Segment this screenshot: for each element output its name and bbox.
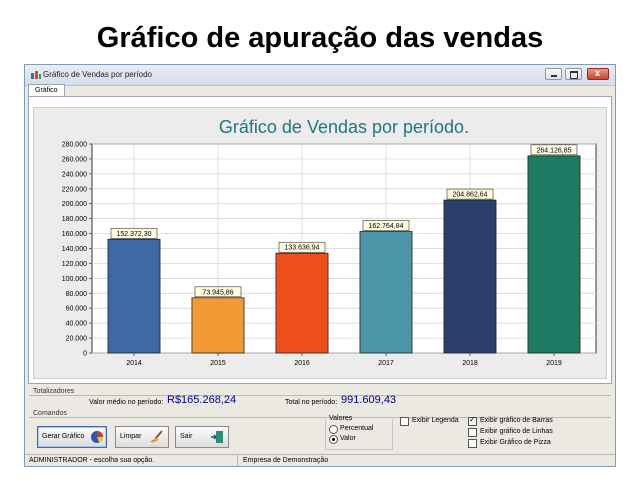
totals-group — [29, 395, 611, 412]
y-tick-label: 40.000 — [66, 321, 88, 328]
y-tick-label: 200.000 — [62, 201, 87, 208]
y-tick-label: 140.000 — [62, 246, 87, 253]
y-tick-label: 60.000 — [66, 306, 88, 313]
data-label-box — [278, 241, 326, 253]
minimize-icon — [551, 75, 557, 77]
data-label: 162.764,84 — [368, 223, 403, 230]
x-tick-label: 2019 — [546, 360, 562, 367]
exibir-pizza-label: Exibir Gráfico de Pizza — [480, 439, 551, 446]
bar — [107, 238, 161, 354]
y-tick-label: 280.000 — [62, 142, 87, 149]
x-tick-label: 2018 — [462, 360, 478, 367]
average-value: R$165.268,24 — [167, 394, 237, 406]
data-label-box — [446, 188, 494, 200]
total-label: Total no período: — [285, 399, 338, 406]
commands-group — [29, 417, 611, 452]
window-titlebar[interactable]: Gráfico de Vendas por período x — [25, 65, 615, 86]
values-group-label: Valores — [329, 415, 353, 422]
chart-title: Gráfico de Vendas por período. — [219, 117, 469, 137]
radio-percentual[interactable] — [329, 425, 338, 434]
bar — [443, 199, 497, 354]
x-tick-label: 2017 — [378, 360, 394, 367]
sales-chart-window: Gráfico de Vendas por período x Gráfico … — [24, 64, 616, 467]
exibir-linhas-label: Exibir gráfico de Linhas — [480, 428, 553, 435]
radio-valor-label: Valor — [340, 435, 356, 442]
app-icon — [31, 71, 41, 79]
total-value: 991.609,43 — [341, 394, 397, 406]
status-divider — [237, 455, 238, 467]
y-tick-label: 80.000 — [66, 291, 88, 298]
close-icon: x — [595, 68, 601, 78]
bar — [191, 297, 245, 354]
y-tick-label: 120.000 — [62, 261, 87, 268]
commands-group-label: Comandos — [33, 410, 67, 417]
clear-label: Limpar — [120, 433, 142, 440]
status-bar: ADMINISTRADOR - escolha sua opção. Empre… — [25, 454, 615, 467]
chart-area: Gráfico de Vendas por período. 0 20.000 40.… — [33, 107, 607, 379]
exibir-barras-label: Exibir gráfico de Barras — [480, 417, 553, 424]
bar — [359, 231, 413, 354]
y-tick-label: 160.000 — [62, 231, 87, 238]
slide-title: Gráfico de apuração das vendas — [96, 22, 544, 54]
exibir-legenda-label: Exibir Legenda — [412, 417, 459, 424]
status-user-message: ADMINISTRADOR - escolha sua opção. — [29, 457, 155, 464]
status-company: Empresa de Demonstração — [243, 457, 329, 464]
average-label: Valor médio no período: — [89, 399, 164, 406]
maximize-icon — [570, 71, 578, 79]
radio-valor[interactable] — [329, 435, 338, 444]
totals-group-label: Totalizadores — [33, 388, 75, 395]
data-label: 204.862,64 — [452, 192, 487, 199]
values-group — [325, 419, 393, 450]
exit-label: Sair — [180, 433, 193, 440]
y-tick-label: 20.000 — [66, 336, 88, 343]
y-tick-label: 260.000 — [62, 156, 87, 163]
generate-chart-button[interactable]: Gerar Gráfico — [37, 426, 107, 448]
y-tick-label: 220.000 — [62, 186, 87, 193]
data-label-box — [110, 227, 158, 239]
x-tick-label: 2014 — [126, 360, 142, 367]
broom-icon — [150, 430, 163, 443]
data-label: 73.945,86 — [202, 289, 233, 296]
exit-door-icon — [211, 431, 223, 443]
y-tick-label: 0 — [83, 351, 87, 358]
checkbox-exibir-pizza[interactable] — [468, 439, 477, 448]
checkbox-exibir-barras[interactable] — [468, 415, 477, 426]
chart-pie-icon — [91, 431, 104, 443]
maximize-button[interactable] — [565, 68, 582, 80]
y-tick-label: 180.000 — [62, 216, 87, 223]
data-label-box — [194, 286, 242, 298]
close-button[interactable]: x — [587, 68, 609, 80]
bar — [527, 155, 581, 354]
exit-button[interactable]: Sair — [175, 426, 229, 448]
tab-panel-grafico: Gráfico de Vendas por período. 0 20.000 40.… — [28, 96, 612, 384]
data-label: 133.636,94 — [284, 245, 319, 252]
window-title: Gráfico de Vendas por período — [43, 70, 152, 79]
x-tick-label: 2016 — [294, 360, 310, 367]
checkbox-exibir-linhas[interactable] — [468, 428, 477, 437]
checkbox-exibir-legenda[interactable] — [400, 417, 409, 426]
minimize-button[interactable] — [545, 68, 562, 80]
sales-bar-chart: Gráfico de Vendas por período. 0 20.000 40.… — [62, 117, 597, 367]
y-tick-label: 240.000 — [62, 171, 87, 178]
data-label: 152.372,30 — [116, 231, 151, 238]
x-tick-label: 2015 — [210, 360, 226, 367]
y-tick-label: 100.000 — [62, 276, 87, 283]
data-label: 264.126,85 — [536, 147, 571, 154]
data-label-box — [362, 220, 410, 231]
bar — [275, 252, 329, 354]
generate-chart-label: Gerar Gráfico — [42, 433, 85, 440]
clear-button[interactable]: Limpar — [115, 426, 169, 448]
data-label-box — [530, 144, 578, 156]
tab-grafico[interactable]: Gráfico — [28, 84, 65, 97]
radio-percentual-label: Percentual — [340, 425, 374, 432]
